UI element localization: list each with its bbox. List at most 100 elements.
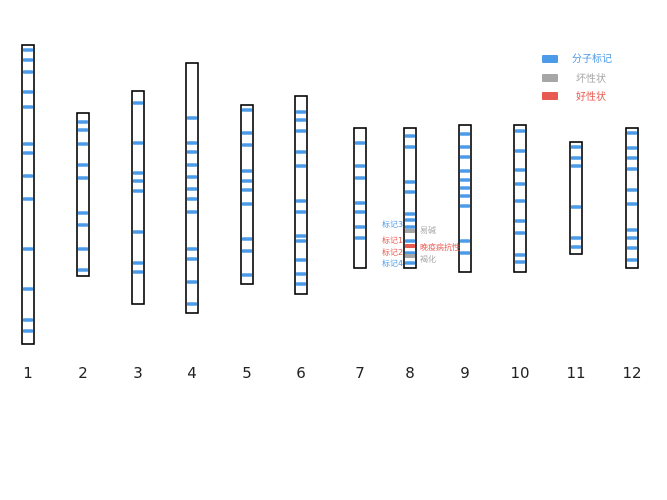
chromosome-12: 12 [622, 127, 642, 382]
marker-band [627, 167, 637, 171]
marker-label-3: 标记3 [382, 219, 403, 229]
marker-band [355, 225, 365, 229]
chromosome-number-label: 8 [405, 364, 415, 382]
marker-band [627, 131, 637, 135]
chromosome-outline [21, 44, 35, 345]
chromosome-number-label: 4 [187, 364, 197, 382]
marker-band [405, 218, 415, 222]
legend-swatch-marker [542, 55, 558, 63]
marker-band [627, 146, 637, 150]
chromosome-3: 3 [131, 90, 145, 382]
marker-band [133, 270, 143, 274]
chromosome-6: 6 [294, 95, 308, 382]
chromosome-number-label: 12 [622, 364, 641, 382]
chromosomes: 1 2 3 4 5 6 7 8 9 10 11 12 [21, 44, 642, 382]
marker-band [571, 164, 581, 168]
marker-band [355, 201, 365, 205]
marker-band [571, 245, 581, 249]
marker-band [23, 329, 33, 333]
bad-trait-band [405, 254, 415, 258]
chromosome-number-label: 1 [23, 364, 33, 382]
legend-label-marker: 分子标记 [572, 53, 612, 65]
marker-band [460, 178, 470, 182]
chromosome-outline [513, 124, 527, 273]
marker-band [23, 318, 33, 322]
marker-band [296, 234, 306, 238]
marker-band [355, 236, 365, 240]
marker-band [405, 225, 415, 229]
marker-band [355, 141, 365, 145]
chromosome-outline [625, 127, 639, 269]
marker-band [460, 155, 470, 159]
legend: 分子标记 坏性状 好性状 [542, 53, 612, 103]
marker-band [133, 179, 143, 183]
good-trait-band [405, 244, 415, 248]
chromosome-7: 7 [353, 127, 367, 382]
marker-band [460, 239, 470, 243]
marker-label-2: 标记2 [382, 247, 403, 257]
marker-band [242, 131, 252, 135]
marker-band [187, 210, 197, 214]
marker-band [23, 70, 33, 74]
trait-label-alkali: 易碱 [420, 226, 436, 235]
marker-band [23, 90, 33, 94]
marker-band [242, 202, 252, 206]
chromosome-number-label: 7 [355, 364, 365, 382]
chromosome-number-label: 3 [133, 364, 143, 382]
chromosome-10: 10 [510, 124, 530, 382]
chromosome-number-label: 6 [296, 364, 306, 382]
chromosome-number-label: 10 [510, 364, 529, 382]
legend-swatch-good-trait [542, 92, 558, 100]
marker-band [296, 164, 306, 168]
marker-band [296, 258, 306, 262]
marker-band [23, 287, 33, 291]
marker-band [405, 212, 415, 216]
marker-band [187, 302, 197, 306]
marker-band [187, 141, 197, 145]
marker-band [355, 164, 365, 168]
marker-band [627, 236, 637, 240]
marker-band [571, 156, 581, 160]
marker-band [78, 120, 88, 124]
marker-band [460, 132, 470, 136]
marker-band [78, 142, 88, 146]
marker-label-4: 标记4 [382, 258, 403, 268]
marker-band [133, 261, 143, 265]
marker-band [23, 151, 33, 155]
chromosome-outline [458, 124, 472, 273]
marker-band [571, 236, 581, 240]
chromosome-outline [76, 112, 90, 277]
marker-band [133, 171, 143, 175]
marker-band [627, 202, 637, 206]
marker-band [515, 253, 525, 257]
chromosome-4: 4 [185, 62, 199, 382]
marker-band [242, 188, 252, 192]
chromosome-9: 9 [458, 124, 472, 382]
marker-band [23, 174, 33, 178]
marker-band [571, 205, 581, 209]
chromosome-number-label: 9 [460, 364, 470, 382]
marker-band [460, 186, 470, 190]
marker-band [460, 251, 470, 255]
marker-band [78, 163, 88, 167]
marker-band [242, 108, 252, 112]
marker-band [78, 176, 88, 180]
marker-band [23, 197, 33, 201]
marker-band [405, 261, 415, 265]
marker-band [187, 163, 197, 167]
marker-band [515, 129, 525, 133]
marker-band [242, 249, 252, 253]
chromosome-outline [353, 127, 367, 269]
marker-band [187, 116, 197, 120]
marker-band [405, 239, 415, 243]
marker-band [355, 176, 365, 180]
marker-band [242, 143, 252, 147]
marker-band [187, 197, 197, 201]
marker-band [296, 118, 306, 122]
marker-band [187, 175, 197, 179]
chromosome-8-annotations: 标记3 标记1 标记2 标记4 易碱 晚疫病抗性 褐化 [382, 219, 460, 268]
marker-band [405, 180, 415, 184]
legend-label-bad-trait: 坏性状 [576, 72, 606, 85]
marker-band [515, 149, 525, 153]
marker-band [23, 142, 33, 146]
